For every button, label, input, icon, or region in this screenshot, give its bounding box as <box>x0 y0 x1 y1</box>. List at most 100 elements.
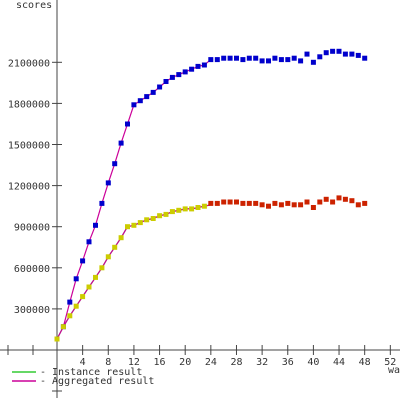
point-yellow <box>125 224 130 230</box>
point-yellow <box>105 254 111 260</box>
point-blue <box>112 161 118 167</box>
point-blue <box>163 79 169 84</box>
point-blue <box>67 299 73 305</box>
point-blue <box>73 276 79 282</box>
point-blue <box>259 58 265 64</box>
point-yellow <box>60 324 66 330</box>
point-blue <box>169 74 175 80</box>
y-tick-label: 1800000 <box>8 99 50 110</box>
point-blue <box>298 58 304 64</box>
point-red <box>272 200 278 206</box>
point-blue <box>227 55 233 61</box>
x-tick-label: 40 <box>307 357 319 368</box>
x-tick-label: 36 <box>282 357 294 368</box>
point-red <box>285 200 291 206</box>
point-blue <box>221 55 227 61</box>
x-tick-label: 4 <box>80 357 86 368</box>
x-axis-label: wa <box>388 365 400 376</box>
series-line-magenta-line-2 <box>62 59 212 327</box>
point-yellow <box>93 274 98 280</box>
point-blue <box>93 222 98 228</box>
point-blue <box>285 57 291 63</box>
x-tick-label: 52 <box>384 357 396 368</box>
point-red <box>240 200 246 206</box>
point-yellow <box>157 213 163 219</box>
point-blue <box>201 62 207 68</box>
point-yellow <box>137 220 143 226</box>
point-blue <box>336 48 342 54</box>
point-blue <box>278 57 284 63</box>
x-tick-label: 32 <box>256 357 268 368</box>
point-red <box>221 199 227 205</box>
x-tick-label: 24 <box>205 357 217 368</box>
y-tick-label: 600000 <box>14 264 50 275</box>
point-yellow <box>131 222 137 228</box>
point-red <box>266 203 271 209</box>
point-blue <box>80 258 86 264</box>
point-blue <box>137 98 143 104</box>
point-red <box>259 202 265 208</box>
point-yellow <box>112 244 118 250</box>
point-blue <box>189 66 195 72</box>
point-blue <box>182 69 188 75</box>
point-red <box>362 200 368 206</box>
point-yellow <box>54 336 60 342</box>
point-blue <box>144 94 150 100</box>
point-red <box>342 196 348 202</box>
point-yellow <box>67 313 73 319</box>
point-yellow <box>73 303 79 309</box>
legend-label-aggregated: - Aggregated result <box>40 376 154 387</box>
point-blue <box>234 55 239 61</box>
point-blue <box>310 59 316 65</box>
plot-area <box>54 48 368 342</box>
point-red <box>208 200 214 206</box>
y-tick-label: 1200000 <box>8 182 50 193</box>
point-blue <box>291 55 297 61</box>
point-red <box>298 202 304 208</box>
point-blue <box>362 55 368 61</box>
point-blue <box>253 55 259 61</box>
y-tick-label: 1500000 <box>8 141 50 152</box>
point-yellow <box>182 206 188 212</box>
point-yellow <box>144 217 150 223</box>
x-tick-label: 20 <box>179 357 191 368</box>
point-blue <box>246 55 252 61</box>
point-blue <box>342 51 348 57</box>
point-red <box>234 199 239 205</box>
point-red <box>317 199 323 205</box>
point-blue <box>240 57 246 63</box>
ticks: 4 8 12 16 20 24 28 32 36 40 44 48 523000006000009000… <box>7 58 396 392</box>
point-blue <box>150 89 156 95</box>
point-red <box>336 195 342 201</box>
point-red <box>214 200 220 206</box>
point-blue <box>125 121 130 127</box>
point-yellow <box>169 209 175 215</box>
x-tick-label: 44 <box>333 357 345 368</box>
point-blue <box>157 84 163 90</box>
point-blue <box>330 48 336 54</box>
point-blue <box>176 72 182 78</box>
point-red <box>349 198 355 204</box>
point-blue <box>208 57 214 63</box>
y-axis-label: scores <box>16 0 52 11</box>
point-yellow <box>195 205 201 210</box>
point-blue <box>323 50 329 56</box>
y-tick-label: 2100000 <box>8 58 50 69</box>
point-blue <box>86 239 92 245</box>
point-red <box>323 196 329 202</box>
point-blue <box>349 51 355 57</box>
point-red <box>304 199 310 205</box>
point-yellow <box>80 294 86 300</box>
point-blue <box>99 200 105 206</box>
point-blue <box>131 102 137 108</box>
point-blue <box>195 63 201 69</box>
point-yellow <box>176 207 182 213</box>
point-red <box>227 199 233 205</box>
x-tick-label: 28 <box>230 357 242 368</box>
point-blue <box>304 51 310 57</box>
x-tick-label: 16 <box>154 357 166 368</box>
point-blue <box>317 54 323 60</box>
point-yellow <box>150 216 156 221</box>
point-red <box>310 205 316 210</box>
